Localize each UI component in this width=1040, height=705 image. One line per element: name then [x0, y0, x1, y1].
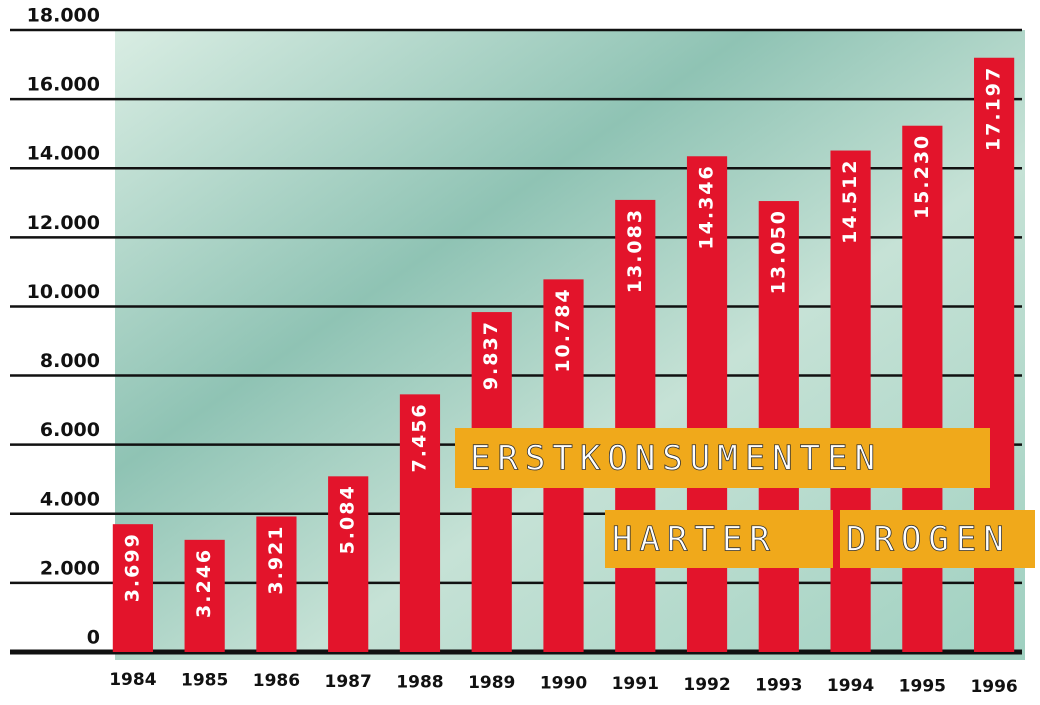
x-tick-label: 1992: [683, 675, 730, 695]
y-tick-label: 14.000: [27, 143, 100, 165]
y-tick-label: 16.000: [27, 74, 100, 96]
x-tick-label: 1996: [970, 677, 1017, 697]
x-tick-label: 1991: [612, 674, 659, 694]
x-tick-label: 1990: [540, 674, 587, 694]
value-label: 7.456: [408, 402, 430, 472]
value-label: 13.050: [767, 209, 789, 294]
x-tick-label: 1994: [827, 676, 874, 696]
y-tick-label: 6.000: [40, 419, 100, 441]
y-tick-label: 12.000: [27, 212, 100, 234]
y-tick-label: 18.000: [27, 5, 100, 27]
annotation: DROGEN: [846, 520, 1011, 560]
y-tick-label: 8.000: [40, 350, 100, 372]
y-tick-label: 0: [87, 627, 100, 649]
x-tick-label: 1985: [181, 671, 228, 691]
value-label: 17.197: [983, 66, 1005, 151]
y-tick-label: 4.000: [40, 488, 100, 510]
annotation: ERSTKONSUMENTEN: [470, 439, 882, 479]
x-tick-label: 1988: [396, 672, 443, 692]
value-label: 5.084: [337, 484, 359, 554]
value-label: 10.784: [552, 287, 574, 372]
value-label: 3.699: [121, 532, 143, 602]
x-tick-label: 1984: [109, 670, 156, 690]
value-label: 13.083: [624, 208, 646, 293]
annotation: HARTER: [612, 520, 777, 560]
y-tick-label: 10.000: [27, 281, 100, 303]
value-label: 14.346: [696, 164, 718, 249]
x-tick-label: 1986: [253, 671, 300, 691]
x-tick-label: 1995: [899, 677, 946, 697]
value-label: 14.512: [839, 159, 861, 244]
chart: 3.699 3.246 3.921 5.084 7.456 9.837 10.784 13.0…: [0, 0, 1040, 701]
x-tick-label: 1989: [468, 673, 515, 693]
x-tick-label: 1993: [755, 675, 802, 695]
y-tick-label: 2.000: [40, 557, 100, 579]
value-label: 15.230: [911, 134, 933, 219]
value-label: 3.246: [193, 548, 215, 618]
value-label: 9.837: [480, 320, 502, 390]
x-tick-label: 1987: [325, 672, 372, 692]
value-label: 3.921: [265, 525, 287, 595]
